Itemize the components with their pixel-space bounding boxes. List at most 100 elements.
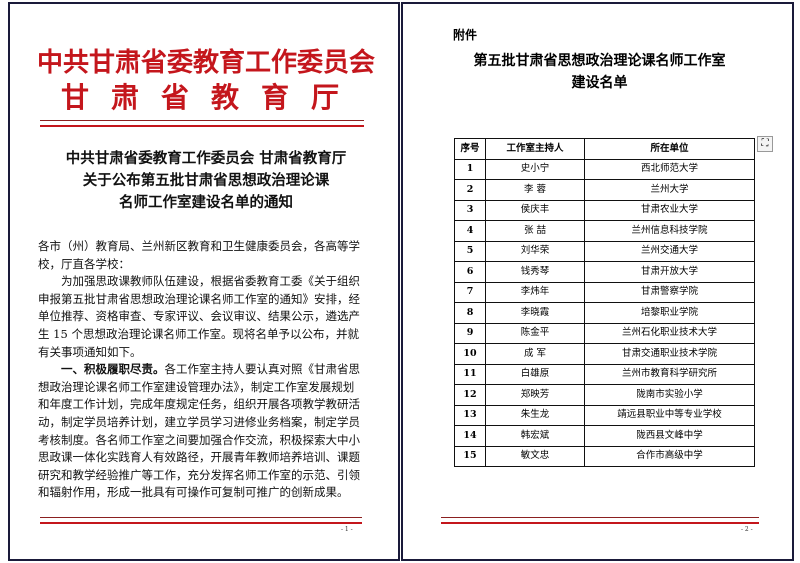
cell-no: 1 [454,158,486,180]
table-row: 8 李晓霞 培黎职业学院 [454,302,755,324]
title-line: 第五批甘肃省思想政治理论课名师工作室 [473,53,726,69]
body-line: 申报第五批甘肃省思想政治理论课名师工作室的通知》安排，经 [38,291,360,306]
cell-host: 朱生龙 [485,404,585,426]
cell-no: 10 [454,343,486,365]
cell-unit: 甘肃交通职业技术学院 [584,343,755,365]
cell-host: 敏文忠 [485,445,585,467]
cell-no: 12 [454,384,486,406]
body-line: 生 15 个思想政治理论课名师工作室。现将名单予以公布，并就 [38,326,359,341]
cell-no: 9 [454,322,486,344]
cell-unit: 靖远县职业中等专业学校 [584,404,755,426]
cell-unit: 兰州大学 [584,179,755,201]
cell-host: 史小宁 [485,158,585,180]
table-row: 9 陈金平 兰州石化职业技术大学 [454,322,755,344]
body-line: 研究和教学经验推广等工作，充分发挥名师工作室的示范、引领 [38,467,360,482]
cell-host: 钱秀琴 [485,261,585,283]
cell-no: 2 [454,179,486,201]
doc-body: 各市（州）教育局、兰州新区教育和卫生健康委员会，各高等学 校，厅直各学校： 为加… [38,238,378,502]
cell-no: 5 [454,240,486,262]
cell-unit: 西北师范大学 [584,158,755,180]
section-heading: 一、积极履职尽责。 [61,362,165,377]
body-line: 和辐射作用，形成一批具有可操作可复制可推广的创新成果。 [38,485,349,500]
cell-host: 郑映芳 [485,384,585,406]
table-row: 13 朱生龙 靖远县职业中等专业学校 [454,404,755,426]
cell-no: 7 [454,281,486,303]
cell-unit: 甘肃农业大学 [584,199,755,221]
body-line: 考核制度。各名师工作室之间要加强合作交流，积极探索大中小 [38,432,360,447]
attachment-title: 第五批甘肃省思想政治理论课名师工作室 建设名单 [403,50,796,94]
cell-no: 11 [454,363,486,385]
cell-host: 张 喆 [485,220,585,242]
section-line: 各工作室主持人要认真对照《甘肃省思 [164,362,361,377]
page-number: - 1 - [341,526,353,533]
body-line: 思政课一体化实践育人有效路径，开展青年教师培养培训、课题 [38,450,360,465]
cell-host: 陈金平 [485,322,585,344]
cell-host: 李炜年 [485,281,585,303]
col-header-host: 工作室主持人 [485,138,585,160]
cell-host: 成 军 [485,343,585,365]
body-line: 为加强思政课教师队伍建设，根据省委教育工委《关于组织 [38,274,360,289]
table-row: 15 敏文忠 合作市高级中学 [454,445,755,467]
cell-unit: 甘肃开放大学 [584,261,755,283]
body-line: 动，制定学员培养计划，建立学员学习进修业务档案，制定学员 [38,414,360,429]
cell-no: 13 [454,404,486,426]
cell-unit: 培黎职业学院 [584,302,755,324]
red-header-line1: 中共甘肃省委教育工作委员会 [36,48,375,78]
cell-unit: 陇西县文峰中学 [584,425,755,447]
cell-no: 15 [454,445,486,467]
cell-no: 3 [454,199,486,221]
col-header-unit: 所在单位 [584,138,755,160]
cell-unit: 兰州石化职业技术大学 [584,322,755,344]
cell-unit: 兰州交通大学 [584,240,755,262]
body-line: 有关事项通知如下。 [38,344,142,359]
table-row: 5 刘华荣 兰州交通大学 [454,240,755,262]
page-1: 中共甘肃省委教育工作委员会 甘肃省教育厅 中共甘肃省委教育工作委员会 甘肃省教育… [8,2,400,561]
studio-list-table: 序号 工作室主持人 所在单位 1 史小宁 西北师范大学 2 李 蓉兰州大学 3 侯庆丰 甘肃农… [454,138,755,467]
table-row: 12 郑映芳 陇南市实验小学 [454,384,755,406]
doc-title: 中共甘肃省委教育工作委员会 甘肃省教育厅 关于公布第五批甘肃省思想政治理论课 名… [10,148,402,214]
table-row: 14 韩宏斌 陇西县文峰中学 [454,425,755,447]
cell-no: 8 [454,302,486,324]
footer-rule [441,517,759,524]
body-line: 和年度工作计划，完成年度规定任务，组织开展各项教学教研活 [38,397,360,412]
footer-rule [40,517,362,524]
header-rule [40,120,364,127]
title-line: 中共甘肃省委教育工作委员会 甘肃省教育厅 [65,150,347,167]
body-line: 想政治理论课名师工作室建设管理办法》，制定工作室发展规划 [38,379,355,394]
cell-unit: 兰州市教育科学研究所 [584,363,755,385]
cell-unit: 合作市高级中学 [584,445,755,467]
cell-host: 李晓霞 [485,302,585,324]
table-row: 6 钱秀琴 甘肃开放大学 [454,261,755,283]
title-line: 建设名单 [571,75,628,91]
table-row: 3 侯庆丰 甘肃农业大学 [454,199,755,221]
cell-host: 李 蓉 [485,179,585,201]
attachment-label: 附件 [453,28,478,42]
cell-unit: 陇南市实验小学 [584,384,755,406]
title-line: 关于公布第五批甘肃省思想政治理论课 [82,172,330,189]
fullscreen-icon[interactable]: ⛶ [757,136,773,152]
body-line: 一、积极履职尽责。各工作室主持人要认真对照《甘肃省思 [38,361,378,379]
table-row: 10 成 军甘肃交通职业技术学院 [454,343,755,365]
table-row: 7 李炜年 甘肃警察学院 [454,281,755,303]
page-2: 附件 第五批甘肃省思想政治理论课名师工作室 建设名单 序号 工作室主持人 所在单… [401,2,794,561]
table-row: 11 白雄原 兰州市教育科学研究所 [454,363,755,385]
cell-host: 刘华荣 [485,240,585,262]
title-line: 名师工作室建设名单的通知 [119,194,293,211]
red-header-line2: 甘肃省教育厅 [60,81,361,114]
body-line: 单位推荐、资格审查、专家评议、会议审议、结果公示，遴选产 [38,309,360,324]
cell-unit: 兰州信息科技学院 [584,220,755,242]
body-line: 各市（州）教育局、兰州新区教育和卫生健康委员会，各高等学 [38,239,360,253]
table-row: 1 史小宁 西北师范大学 [454,158,755,180]
cell-no: 4 [454,220,486,242]
body-line: 校，厅直各学校： [38,256,130,271]
col-header-no: 序号 [454,138,486,160]
page-number: - 2 - [741,526,753,533]
cell-host: 侯庆丰 [485,199,585,221]
cell-host: 白雄原 [485,363,585,385]
cell-unit: 甘肃警察学院 [584,281,755,303]
cell-no: 6 [454,261,486,283]
cell-host: 韩宏斌 [485,425,585,447]
cell-no: 14 [454,425,486,447]
